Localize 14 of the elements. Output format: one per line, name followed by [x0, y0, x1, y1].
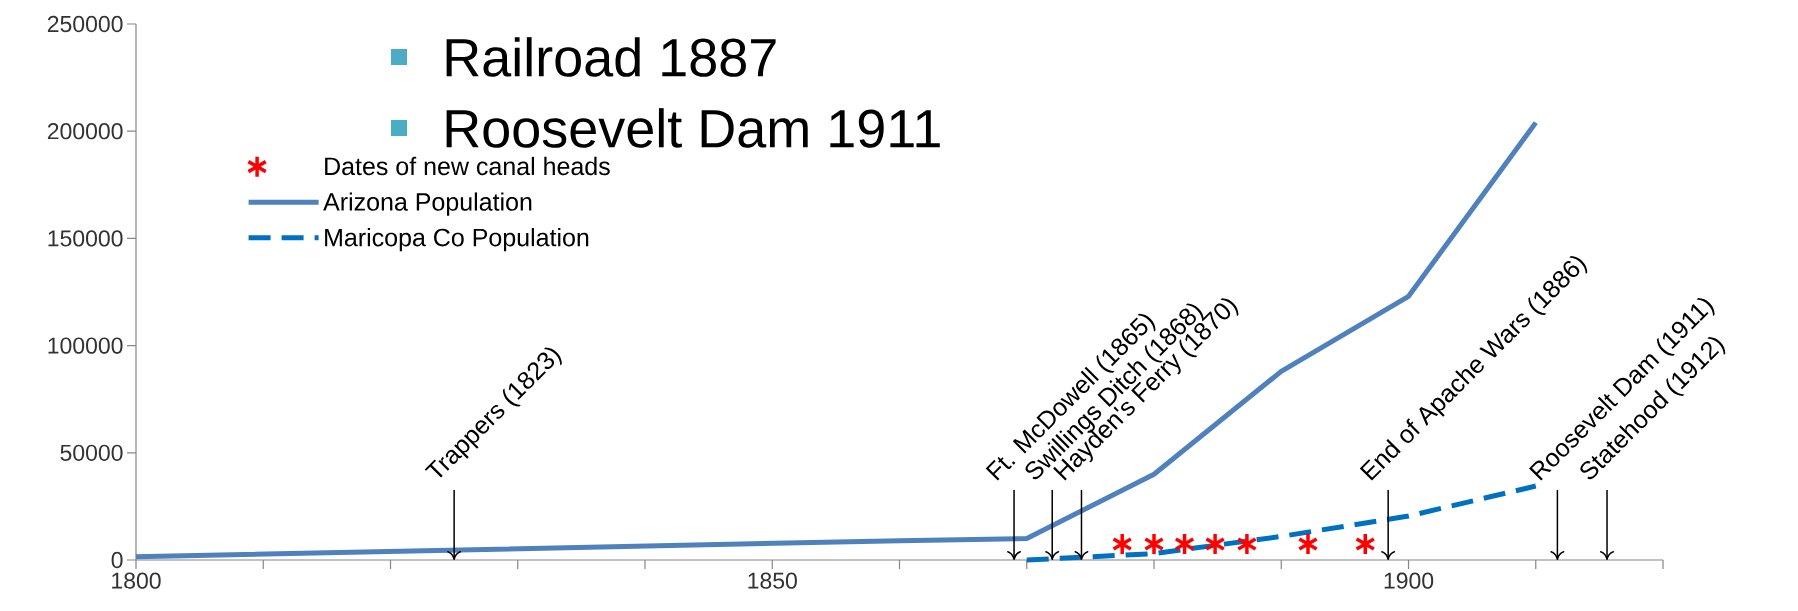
- x-tick-label: 1800: [112, 572, 161, 589]
- annotation: Roosevelt Dam 1911: [446, 108, 940, 148]
- y-tick-label: 100000: [48, 337, 123, 354]
- legend-label: Maricopa Co Population: [325, 228, 589, 252]
- y-tick-label: 0: [111, 551, 123, 569]
- legend-label: Arizona Population: [323, 192, 532, 216]
- annotation: Railroad 1887: [446, 37, 776, 77]
- y-tick-label: 200000: [47, 123, 123, 140]
- legend-label: Dates of new canal heads: [325, 156, 610, 176]
- x-tick-label: 1850: [748, 572, 797, 589]
- y-tick-label: 150000: [48, 230, 123, 247]
- y-tick-label: 50000: [60, 444, 123, 461]
- x-tick-label: 1900: [1384, 572, 1434, 589]
- y-tick-label: 250000: [47, 15, 123, 33]
